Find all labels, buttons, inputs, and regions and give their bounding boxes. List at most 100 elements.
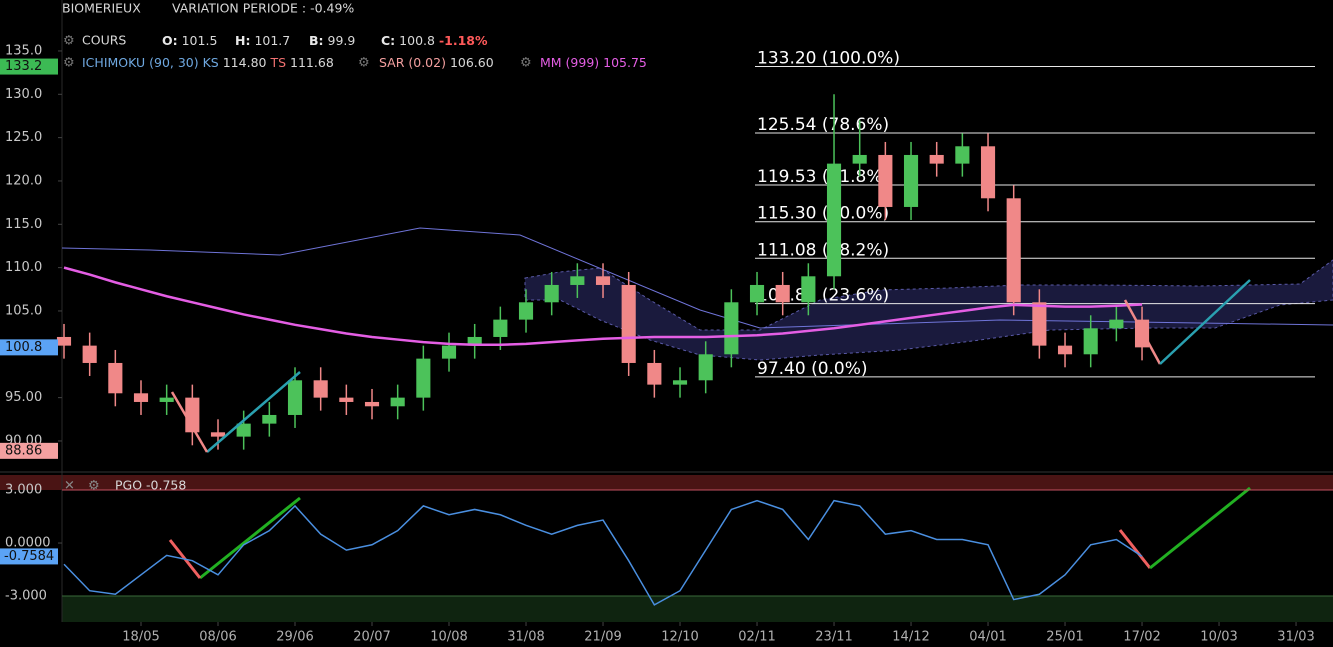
ohlc: O: 101.5 (162, 33, 217, 48)
y-tick-label: 95.00 (5, 390, 42, 405)
settings-icon[interactable]: ⚙ (63, 56, 75, 71)
trendline (1123, 299, 1162, 365)
price-badge (0, 339, 58, 356)
candle-body (801, 276, 816, 303)
key: O: (162, 33, 178, 48)
candle-body (390, 397, 405, 407)
name: ICHIMOKU (90, 30) (82, 55, 199, 70)
x-tick-label: 10/03 (1200, 630, 1237, 645)
settings-icon[interactable]: ⚙ (63, 34, 75, 49)
settings-icon[interactable]: ⚙ (358, 56, 370, 71)
candle-body (287, 380, 303, 415)
x-tick-label: 14/12 (892, 630, 929, 645)
x-tick-label: 23/11 (815, 630, 852, 645)
name: MM (999) (540, 55, 599, 70)
price-badge (0, 58, 58, 75)
x-tick-label: 08/06 (199, 630, 236, 645)
price-panel: 135.0 130.0 125.0 120.0 115.0 110.0 105.0 95.00… (0, 43, 1315, 459)
x-tick-label: 18/05 (122, 630, 159, 645)
candle-body (852, 154, 867, 164)
candle-body (262, 414, 277, 424)
high: 101.7 (254, 33, 290, 48)
fib-label: 105.85 (23.6%) (757, 286, 889, 306)
candle-body (56, 336, 72, 346)
price-badge-label: 133.2 (5, 59, 42, 74)
price-badge (0, 442, 58, 459)
candle-body (313, 380, 328, 398)
moving-average-line (63, 266, 1143, 347)
background (0, 475, 1333, 622)
x-tick-label: 04/01 (969, 630, 1006, 645)
y-tick-label: 135.0 (5, 43, 42, 58)
value: 114.80 (223, 55, 267, 70)
mm-legend: MM (999) 105.75 (540, 55, 647, 70)
price-badge-label: 88.86 (5, 443, 42, 458)
settings-icon: ✕ (64, 479, 75, 494)
candle-body (1109, 319, 1124, 329)
cours-label: COURS (82, 33, 126, 48)
ichimoku-legend: ICHIMOKU (90, 30) KS 114.80 TS 111.68 (82, 55, 334, 70)
fib-label: 111.08 (38.2%) (757, 240, 889, 260)
x-tick-label: 31/08 (507, 630, 544, 645)
value-badge (0, 548, 58, 565)
price-badge-label: 100.8 (5, 340, 42, 355)
candle-body (210, 432, 226, 437)
candle-body (1006, 198, 1021, 303)
candle-body (955, 146, 970, 164)
fib-label: 97.40 (0.0%) (757, 359, 868, 379)
value: 105.75 (603, 55, 647, 70)
candle-body (339, 397, 354, 402)
candle-body (82, 345, 97, 363)
y-tick-label: 3.000 (5, 483, 42, 498)
candle-body (159, 397, 174, 402)
close: 100.8 (399, 33, 435, 48)
candle-body (878, 154, 893, 207)
candle-body (441, 345, 457, 359)
candle-body (570, 276, 585, 285)
trendline (1118, 529, 1152, 569)
candle-body (1032, 302, 1047, 346)
y-tick-label: 110.0 (5, 260, 42, 275)
x-tick-label: 20/07 (353, 630, 390, 645)
candle-body (749, 284, 765, 303)
candle-body (903, 154, 919, 207)
trendline (206, 371, 301, 453)
candle-body (236, 423, 251, 437)
key: KS (203, 55, 219, 70)
y-tick-label: 0.0000 (5, 536, 51, 551)
candle-body (595, 276, 611, 285)
trendline (1149, 486, 1251, 570)
pgo-panel: 3.000 0.0000 -3.000 ✕ ⚙ PGO -0.758 -0.7584 18/0… (0, 478, 1333, 645)
candle-body (467, 336, 482, 346)
y-tick-label: 115.0 (5, 217, 42, 232)
candle-body (108, 362, 123, 394)
y-tick-label: 130.0 (5, 87, 42, 102)
candle-body (185, 397, 200, 433)
change: -1.18% (439, 33, 488, 48)
candle-body (929, 154, 944, 164)
y-tick-label: 125.0 (5, 130, 42, 145)
trendline (199, 496, 301, 580)
variation: VARIATION PERIODE : -0.49% (172, 1, 354, 16)
key: C: (381, 33, 395, 48)
candle-body (980, 146, 996, 199)
value-badge-label: -0.7584 (4, 549, 54, 564)
x-tick-label: 29/06 (276, 630, 313, 645)
settings-icon[interactable]: ⚙ (520, 56, 532, 71)
value: 111.68 (290, 55, 334, 70)
candle-body (621, 284, 636, 363)
x-tick-label: 21/09 (584, 630, 621, 645)
x-tick-label: 17/02 (1123, 630, 1160, 645)
candle-body (364, 401, 380, 407)
candle-body (518, 302, 534, 320)
fib-label: 133.20 (100.0%) (757, 49, 900, 69)
trendline (170, 391, 209, 453)
symbol: BIOMERIEUX (62, 1, 141, 16)
ichimoku-line (61, 227, 1333, 329)
trendline (1159, 279, 1251, 365)
fib-label: 115.30 (50.0%) (757, 204, 889, 224)
fib-label: 125.54 (78.6%) (757, 115, 889, 135)
x-tick-label: 12/10 (661, 630, 698, 645)
key: H: (235, 33, 250, 48)
